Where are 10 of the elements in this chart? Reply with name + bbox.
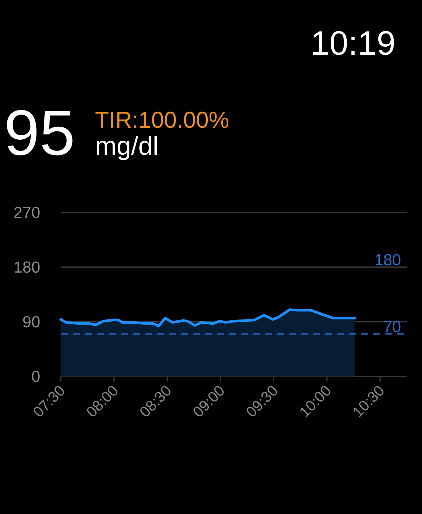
y-tick-label: 180 <box>15 262 40 274</box>
text: mg/dl <box>96 136 158 160</box>
y-tick-label: 0 <box>32 371 40 382</box>
ref-line-label: 70 <box>384 321 401 332</box>
text: 10:19 <box>313 31 394 56</box>
y-tick-label: 90 <box>23 316 40 328</box>
y-tick-label: 270 <box>14 207 40 218</box>
ref-line-label: 180 <box>376 254 401 266</box>
text: 95 <box>7 110 73 156</box>
text: TIR:100.00% <box>96 112 229 128</box>
